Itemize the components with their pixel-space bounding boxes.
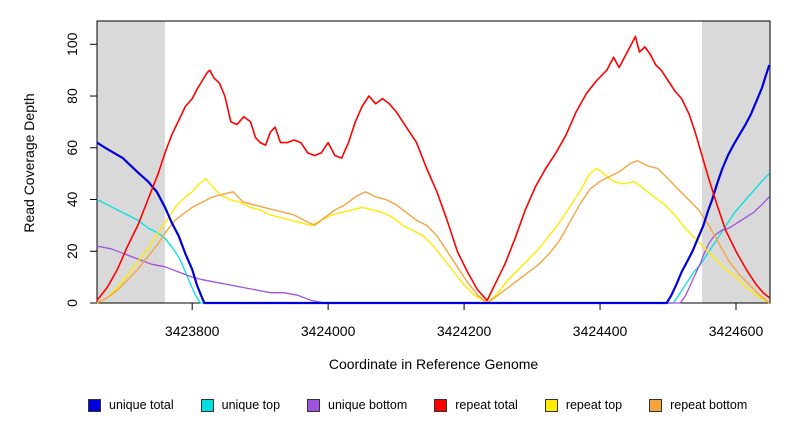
legend-label: unique total: [109, 398, 174, 412]
y-tick-label: 20: [64, 243, 80, 259]
y-tick-label: 0: [64, 299, 80, 307]
legend-label: repeat total: [455, 398, 518, 412]
legend-swatch-repeat-bottom: [649, 398, 663, 412]
legend-item-repeat-total: repeat total: [434, 398, 518, 412]
plot-border: [96, 20, 771, 304]
y-tick-label: 80: [64, 88, 80, 104]
series-line-unique-bottom: [96, 196, 770, 304]
legend-label: repeat bottom: [670, 398, 748, 412]
y-tick-label: 60: [64, 140, 80, 156]
shaded-region-0: [97, 21, 165, 303]
legend-swatch-unique-bottom: [307, 398, 321, 412]
legend-label: unique top: [221, 398, 281, 412]
shaded-region-1: [702, 21, 770, 303]
legend-swatch-unique-top: [200, 398, 214, 412]
y-tick-label: 100: [64, 32, 80, 56]
series-line-repeat-bottom: [96, 159, 770, 304]
series-line-repeat-total: [96, 35, 770, 302]
legend-item-repeat-top: repeat top: [544, 398, 623, 412]
x-tick-label: 3424200: [437, 323, 492, 339]
legend-swatch-repeat-top: [544, 398, 558, 412]
series-line-unique-total: [96, 64, 771, 305]
series-line-repeat-top: [96, 167, 770, 304]
x-tick-label: 3424400: [573, 323, 628, 339]
y-axis-title: Read Coverage Depth: [21, 93, 37, 233]
y-tick-label: 40: [64, 192, 80, 208]
legend-label: unique bottom: [328, 398, 408, 412]
legend: unique total unique top unique bottom repea…: [88, 398, 788, 412]
series-line-unique-top: [96, 173, 770, 304]
legend-item-unique-top: unique top: [200, 398, 281, 412]
x-tick-label: 3424000: [301, 323, 356, 339]
legend-item-unique-bottom: unique bottom: [307, 398, 407, 412]
legend-label: repeat top: [565, 398, 623, 412]
legend-item-unique-total: unique total: [88, 398, 174, 412]
legend-item-repeat-bottom: repeat bottom: [649, 398, 747, 412]
x-axis-title: Coordinate in Reference Genome: [328, 356, 539, 372]
legend-swatch-repeat-total: [434, 398, 448, 412]
x-tick-label: 3424600: [709, 323, 764, 339]
legend-swatch-unique-total: [88, 398, 101, 412]
coverage-plot-canvas: 3423800 3424000 3424200 3424400 3424600 0 20 40…: [64, 20, 771, 339]
x-tick-label: 3423800: [165, 323, 220, 339]
